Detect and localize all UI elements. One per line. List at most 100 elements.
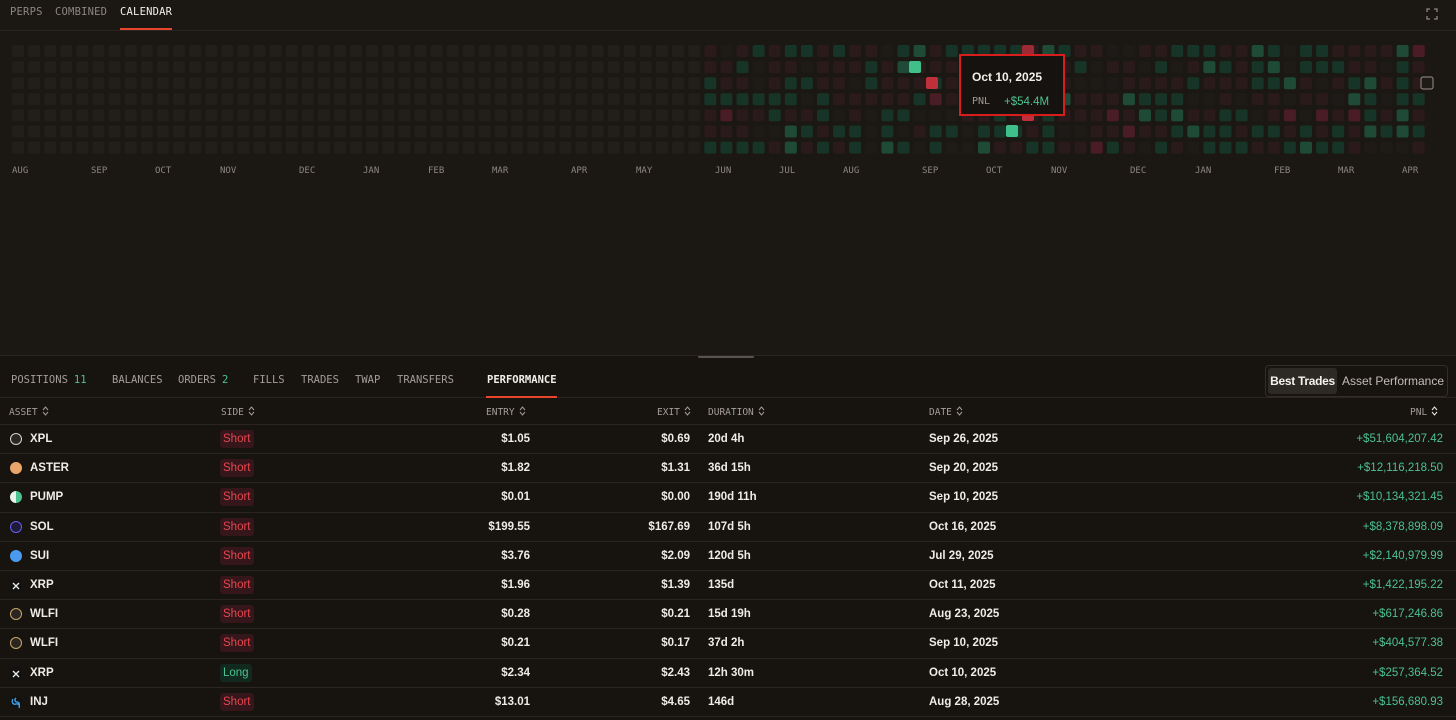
day-cell[interactable] (1122, 141, 1135, 154)
day-cell[interactable] (1380, 125, 1393, 138)
day-cell[interactable] (334, 125, 346, 138)
day-cell[interactable] (317, 93, 330, 106)
day-cell[interactable] (1332, 93, 1345, 106)
day-cell[interactable] (60, 61, 73, 74)
day-cell[interactable] (623, 77, 636, 90)
day-cell[interactable] (817, 109, 829, 122)
day-cell[interactable] (1348, 93, 1361, 106)
day-cell[interactable] (462, 45, 475, 57)
day-cell[interactable] (897, 45, 910, 57)
day-cell[interactable] (350, 109, 363, 122)
day-cell[interactable] (1203, 93, 1216, 106)
resize-handle[interactable] (698, 356, 754, 358)
day-cell[interactable] (784, 93, 797, 106)
day-cell[interactable] (1283, 45, 1296, 57)
day-cell[interactable] (350, 77, 363, 90)
day-cell[interactable] (800, 125, 813, 138)
day-cell[interactable] (752, 141, 765, 154)
day-cell[interactable] (1171, 77, 1184, 90)
day-cell[interactable] (285, 141, 298, 154)
day-cell[interactable] (92, 61, 105, 74)
day-cell[interactable] (1155, 77, 1168, 90)
day-cell[interactable] (173, 61, 185, 74)
day-cell[interactable] (704, 61, 717, 74)
day-cell[interactable] (12, 61, 24, 74)
day-cell[interactable] (1219, 61, 1232, 74)
day-cell[interactable] (1026, 125, 1039, 138)
day-cell[interactable] (688, 61, 701, 74)
day-cell[interactable] (623, 93, 636, 106)
day-cell[interactable] (60, 125, 73, 138)
day-cell[interactable] (237, 109, 250, 122)
day-cell[interactable] (881, 125, 894, 138)
day-cell[interactable] (60, 45, 73, 57)
day-cell[interactable] (124, 125, 137, 138)
day-cell[interactable] (1074, 61, 1087, 74)
day-cell[interactable] (1412, 125, 1425, 138)
day-cell[interactable] (1203, 109, 1216, 122)
day-cell[interactable] (656, 45, 668, 57)
day-cell[interactable] (140, 77, 153, 90)
tab-trades[interactable]: TRADES (301, 374, 339, 386)
day-cell[interactable] (44, 125, 57, 138)
day-cell[interactable] (1219, 45, 1232, 57)
day-cell[interactable] (253, 109, 266, 122)
day-cell[interactable] (76, 45, 89, 57)
day-cell[interactable] (752, 125, 765, 138)
day-cell[interactable] (382, 93, 395, 106)
day-cell[interactable] (575, 77, 588, 90)
day-cell[interactable] (253, 61, 266, 74)
day-cell[interactable] (366, 45, 379, 57)
day-cell[interactable] (253, 77, 266, 90)
day-cell[interactable] (511, 109, 524, 122)
day-cell[interactable] (1364, 125, 1377, 138)
day-cell[interactable] (1251, 125, 1264, 138)
day-cell[interactable] (334, 109, 346, 122)
day-cell[interactable] (1074, 141, 1087, 154)
day-cell[interactable] (881, 61, 894, 74)
day-cell[interactable] (156, 77, 169, 90)
day-cell[interactable] (1090, 93, 1103, 106)
day-cell[interactable] (1348, 109, 1361, 122)
day-cell[interactable] (1332, 125, 1345, 138)
day-cell[interactable] (527, 141, 540, 154)
day-cell[interactable] (1203, 77, 1216, 90)
day-cell[interactable] (849, 45, 862, 57)
day-cell[interactable] (800, 93, 813, 106)
day-cell[interactable] (173, 45, 185, 57)
day-cell[interactable] (1122, 77, 1135, 90)
day-cell[interactable] (833, 77, 846, 90)
day-cell[interactable] (92, 93, 105, 106)
table-row[interactable]: WLFI Short $0.28 $0.21 15d 19h Aug 23, 2… (0, 600, 1456, 630)
day-cell[interactable] (253, 125, 266, 138)
day-cell[interactable] (1074, 93, 1087, 106)
day-cell[interactable] (1267, 61, 1280, 74)
day-cell[interactable] (156, 45, 169, 57)
day-cell[interactable] (575, 141, 588, 154)
day-cell[interactable] (1332, 141, 1345, 154)
day-cell[interactable] (881, 141, 894, 154)
day-cell[interactable] (1042, 125, 1055, 138)
day-cell[interactable] (1300, 141, 1312, 154)
day-cell[interactable] (44, 61, 57, 74)
day-cell[interactable] (656, 109, 668, 122)
day-cell[interactable] (961, 141, 974, 154)
day-cell[interactable] (1155, 125, 1168, 138)
day-cell[interactable] (559, 141, 572, 154)
day-cell[interactable] (156, 109, 169, 122)
table-row[interactable]: ASTER Short $1.82 $1.31 36d 15h Sep 20, … (0, 454, 1456, 484)
day-cell[interactable] (1267, 141, 1280, 154)
day-cell[interactable] (269, 77, 282, 90)
day-cell[interactable] (398, 93, 411, 106)
day-cell[interactable] (656, 93, 668, 106)
day-cell[interactable] (1364, 61, 1377, 74)
day-cell[interactable] (688, 141, 701, 154)
day-cell[interactable] (334, 61, 346, 74)
day-cell[interactable] (1283, 77, 1296, 90)
day-cell[interactable] (44, 45, 57, 57)
day-cell[interactable] (994, 125, 1007, 138)
day-cell[interactable] (446, 125, 459, 138)
day-cell[interactable] (478, 93, 491, 106)
day-cell[interactable] (945, 45, 958, 57)
day-cell[interactable] (1412, 109, 1425, 122)
